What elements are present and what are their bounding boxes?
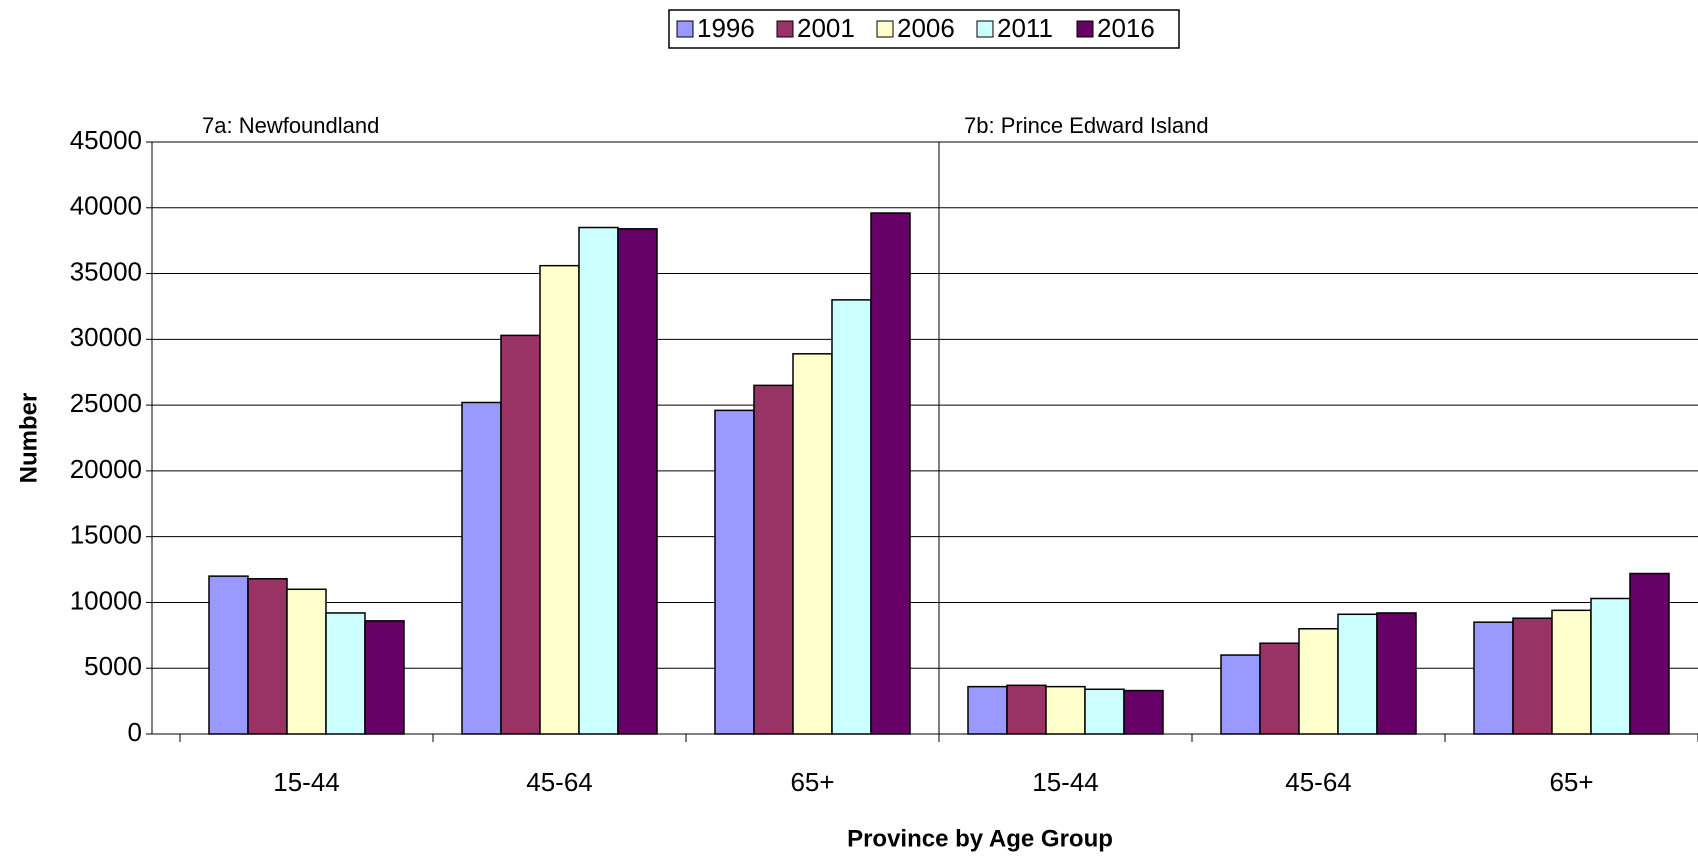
- y-tick-label: 10000: [70, 585, 142, 615]
- y-tick-label: 25000: [70, 388, 142, 418]
- bar: [831, 299, 872, 735]
- x-tick-label: 15-44: [273, 767, 340, 797]
- legend-label: 2001: [797, 13, 855, 43]
- bar: [539, 264, 580, 735]
- bar: [1123, 689, 1164, 735]
- bar: [500, 334, 541, 735]
- y-tick-label: 5000: [84, 651, 142, 681]
- y-tick-label: 0: [128, 717, 142, 747]
- bar: [1220, 654, 1261, 735]
- y-axis-label: Number: [15, 393, 42, 484]
- bar: [364, 620, 405, 735]
- bar: [1629, 572, 1670, 735]
- bar: [1590, 597, 1631, 735]
- y-tick-label: 30000: [70, 322, 142, 352]
- x-tick-label: 65+: [1549, 767, 1593, 797]
- bar: [1006, 684, 1047, 735]
- legend-label: 2006: [897, 13, 955, 43]
- legend-swatch: [976, 20, 994, 38]
- bar: [1298, 628, 1339, 735]
- bar: [1551, 609, 1592, 735]
- bar: [247, 578, 288, 735]
- legend-swatch: [1076, 20, 1094, 38]
- bar: [461, 401, 502, 735]
- bar: [286, 588, 327, 735]
- bar: [325, 612, 366, 735]
- bar: [1376, 612, 1417, 735]
- bar: [1512, 617, 1553, 735]
- y-tick-label: 40000: [70, 191, 142, 221]
- x-tick-label: 65+: [790, 767, 834, 797]
- bar: [1259, 642, 1300, 735]
- y-tick-label: 15000: [70, 520, 142, 550]
- x-tick-label: 45-64: [1285, 767, 1352, 797]
- bar: [1337, 613, 1378, 735]
- bar: [870, 212, 911, 735]
- legend-label: 1996: [697, 13, 755, 43]
- y-tick-label: 35000: [70, 256, 142, 286]
- y-tick-label: 20000: [70, 454, 142, 484]
- legend-label: 2016: [1097, 13, 1155, 43]
- bar: [208, 575, 249, 735]
- legend-swatch: [776, 20, 794, 38]
- bar: [714, 409, 755, 735]
- legend-swatch: [876, 20, 894, 38]
- bar: [578, 226, 619, 735]
- bar: [1084, 688, 1125, 735]
- legend-box: [668, 9, 1180, 49]
- bar: [1045, 685, 1086, 735]
- legend-label: 2011: [997, 13, 1053, 43]
- x-axis-label: Province by Age Group: [847, 825, 1113, 852]
- legend-swatch: [676, 20, 694, 38]
- bar: [967, 685, 1008, 735]
- x-tick-label: 15-44: [1032, 767, 1099, 797]
- y-tick-label: 45000: [70, 125, 142, 155]
- x-tick-label: 45-64: [526, 767, 593, 797]
- bar: [792, 353, 833, 735]
- bar: [1473, 621, 1514, 735]
- panel-title: 7b: Prince Edward Island: [964, 113, 1209, 138]
- panel-title: 7a: Newfoundland: [202, 113, 379, 138]
- bar: [617, 228, 658, 735]
- bar: [753, 384, 794, 735]
